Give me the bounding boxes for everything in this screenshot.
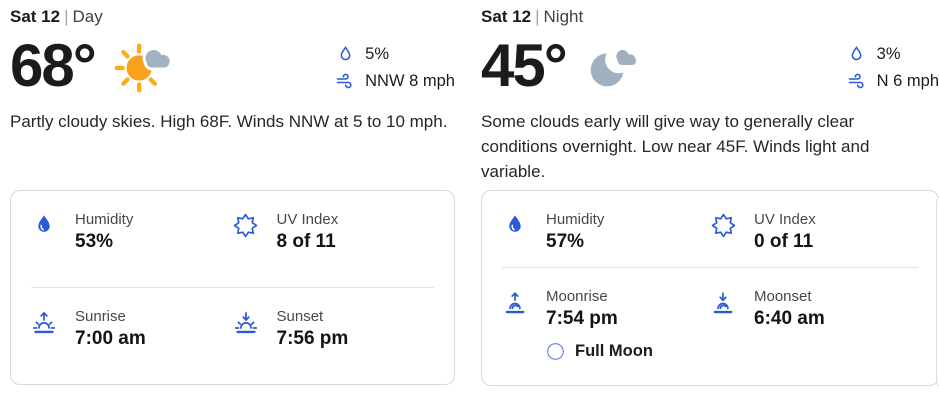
detail-humidity: Humidity 53% — [31, 211, 233, 253]
detail-value: 6:40 am — [754, 308, 825, 329]
detail-label: Humidity — [546, 211, 605, 228]
details-row: Sunrise 7:00 am — [31, 287, 434, 384]
detail-value: 57% — [546, 231, 585, 252]
details-row: Humidity 57% UV Index 0 of 11 — [502, 211, 918, 267]
detail-label: UV Index — [754, 211, 816, 228]
pipe-separator: | — [535, 7, 540, 26]
droplet-icon — [335, 45, 355, 64]
humidity-icon — [502, 211, 528, 253]
moonset-icon — [710, 288, 736, 361]
detail-humidity: Humidity 57% — [502, 211, 710, 253]
moonrise-icon — [502, 288, 528, 361]
detail-sunset: Sunset 7:56 pm — [233, 308, 435, 350]
precip-chance-value: 5% — [365, 45, 389, 63]
detail-value: 7:56 pm — [276, 328, 349, 349]
sun-behind-cloud-icon — [107, 35, 179, 97]
forecast-narrative: Some clouds early will give way to gener… — [481, 112, 870, 181]
panel-day: Sat 12 | Day 68° — [10, 7, 455, 386]
conditions-stats: 5% NNW 8 mph — [335, 41, 455, 91]
uv-index-icon — [233, 211, 259, 253]
detail-uv-index: UV Index 8 of 11 — [233, 211, 435, 253]
detail-sunrise: Sunrise 7:00 am — [31, 308, 233, 350]
conditions-stats: 3% N 6 mph — [847, 41, 939, 91]
detail-label: Humidity — [75, 211, 134, 228]
details-card: Humidity 53% UV Index 8 of 11 — [10, 190, 455, 385]
precip-chance-row: 3% — [847, 45, 939, 64]
detail-uv-index: UV Index 0 of 11 — [710, 211, 918, 253]
sunrise-icon — [31, 308, 57, 350]
temperature-value: 45° — [481, 32, 568, 99]
detail-label: UV Index — [276, 211, 339, 228]
details-row: Humidity 53% UV Index 8 of 11 — [31, 211, 434, 287]
temperature-row: 68° — [10, 32, 455, 100]
detail-label: Sunrise — [75, 308, 126, 325]
period-label: Night — [543, 7, 584, 26]
period-label: Day — [72, 7, 103, 26]
humidity-icon — [31, 211, 57, 253]
pipe-separator: | — [64, 7, 69, 26]
wind-icon — [335, 71, 355, 91]
moon-phase-label: Full Moon — [575, 342, 653, 360]
temperature-value: 68° — [10, 32, 97, 99]
details-card: Humidity 57% UV Index 0 of 11 — [481, 190, 939, 386]
wind-icon — [847, 71, 867, 91]
wind-row: NNW 8 mph — [335, 71, 455, 91]
wind-value: NNW 8 mph — [365, 71, 455, 90]
detail-label: Moonrise — [546, 288, 608, 305]
detail-moonrise: Moonrise 7:54 pm Full Moon — [502, 288, 710, 361]
detail-label: Moonset — [754, 288, 812, 305]
wind-row: N 6 mph — [847, 71, 939, 91]
detail-value: 7:54 pm — [546, 308, 618, 329]
panel-night: Sat 12 | Night 45° — [481, 7, 939, 386]
detail-label: Sunset — [276, 308, 324, 325]
temperature-row: 45° — [481, 32, 939, 100]
daypart-panels: Sat 12 | Day 68° — [10, 7, 939, 386]
droplet-icon — [847, 45, 867, 64]
detail-value: 0 of 11 — [754, 231, 814, 252]
full-moon-icon — [546, 342, 565, 361]
panel-header: Sat 12 | Night — [481, 7, 939, 27]
details-row: Moonrise 7:54 pm Full Moon — [502, 267, 918, 385]
precip-chance-value: 3% — [876, 45, 901, 63]
sunset-icon — [233, 308, 259, 350]
detail-value: 7:00 am — [75, 328, 146, 349]
moon-phase-row: Full Moon — [546, 342, 653, 361]
precip-chance-row: 5% — [335, 45, 455, 64]
detail-value: 8 of 11 — [276, 231, 336, 252]
date-label: Sat 12 — [481, 7, 532, 26]
panel-header: Sat 12 | Day — [10, 7, 455, 27]
uv-index-icon — [710, 211, 736, 253]
wind-value: N 6 mph — [876, 71, 939, 90]
forecast-narrative: Partly cloudy skies. High 68F. Winds NNW… — [10, 112, 448, 131]
moon-behind-cloud-icon — [578, 35, 644, 97]
detail-value: 53% — [75, 231, 114, 252]
date-label: Sat 12 — [10, 7, 61, 26]
detail-moonset: Moonset 6:40 am — [710, 288, 918, 361]
